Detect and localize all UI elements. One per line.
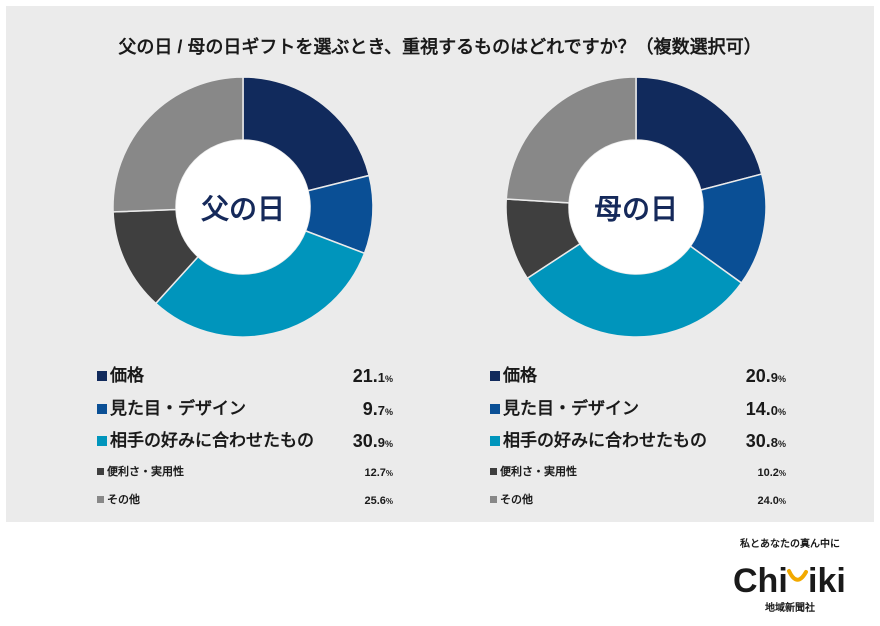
legend-label: その他 <box>500 494 533 506</box>
legend-marker <box>490 496 497 503</box>
legend-value-part: 8 <box>770 435 778 450</box>
legend-marker <box>97 468 104 475</box>
legend-item-recipient-preference: 相手の好みに合わせたもの 30.8% <box>489 429 786 453</box>
legend-value-part: % <box>384 407 393 417</box>
legend-value-part: 0 <box>772 495 779 507</box>
legend-value-part: 7 <box>379 467 386 479</box>
donut-chart-fathers-day: 父の日 <box>112 76 374 338</box>
legend-value: 10.2% <box>757 464 786 482</box>
brand-wordmark-right: iki <box>808 562 846 600</box>
legend-value: 25.6% <box>364 492 393 510</box>
legend-marker <box>97 404 107 414</box>
legend-label: 価格 <box>110 366 144 385</box>
legend-label: 相手の好みに合わせたもの <box>503 431 707 450</box>
legend-value-part: 0 <box>770 403 778 418</box>
legend-label: その他 <box>107 494 140 506</box>
brand-wordmark-left: Chi <box>733 562 788 600</box>
fathers-day-center-label: 父の日 <box>201 194 285 225</box>
legend-label: 便利さ・実用性 <box>107 466 184 478</box>
legend-item-other: その他 25.6% <box>96 492 393 508</box>
brand-company-name: 地域新聞社 <box>765 601 815 614</box>
legend-value-part: % <box>778 497 786 506</box>
brand-logo: 私とあなたの真ん中に Chi iki 地域新聞社 <box>733 537 846 614</box>
legend-value: 21.1% <box>353 364 393 391</box>
chart-title: 父の日 / 母の日ギフトを選ぶとき、重視するものはどれですか？（複数選択可） <box>118 37 762 57</box>
legend-value: 14.0% <box>746 397 786 424</box>
legend-value: 24.0% <box>757 492 786 510</box>
legend-marker <box>97 436 107 446</box>
legend-value-part: 9 <box>770 370 778 385</box>
legend-value-part: 30. <box>745 431 771 451</box>
brand-tagline: 私とあなたの真ん中に <box>739 537 840 550</box>
legend-value-part: 21. <box>352 366 378 386</box>
legend-value-part: % <box>777 374 786 384</box>
legend-value-part: % <box>777 439 786 449</box>
legend-value-part: 1 <box>377 370 385 385</box>
legend-item-price: 価格 21.1% <box>96 364 393 388</box>
legend-item-recipient-preference: 相手の好みに合わせたもの 30.9% <box>96 429 393 453</box>
legend-marker <box>490 371 500 381</box>
legend-marker <box>97 496 104 503</box>
legend-label: 相手の好みに合わせたもの <box>110 431 314 450</box>
legend-marker <box>490 404 500 414</box>
legend-value-part: % <box>384 439 393 449</box>
legend-label: 便利さ・実用性 <box>500 466 577 478</box>
legend-value-part: 14. <box>745 399 771 419</box>
legend-value-part: 9 <box>377 435 385 450</box>
legend-value-part: 30. <box>352 431 378 451</box>
legend-value-part: % <box>385 497 393 506</box>
donut-hole <box>176 140 310 274</box>
legend-item-other: その他 24.0% <box>489 492 786 508</box>
legend-value: 20.9% <box>746 364 786 391</box>
legend-marker <box>97 371 107 381</box>
mothers-day-center-label: 母の日 <box>594 194 678 225</box>
donut-hole <box>569 140 703 274</box>
legend-value-part: 12. <box>364 467 380 479</box>
legend-item-design: 見た目・デザイン 9.7% <box>96 397 393 421</box>
legend-value-part: 24. <box>757 495 773 507</box>
legend-value-part: 10. <box>757 467 773 479</box>
legend-value: 12.7% <box>364 464 393 482</box>
legend-value-part: 2 <box>772 467 779 479</box>
legend-item-design: 見た目・デザイン 14.0% <box>489 397 786 421</box>
legend-value-part: % <box>778 469 786 478</box>
legend-value-part: 6 <box>379 495 386 507</box>
legend-value-part: % <box>384 374 393 384</box>
donut-chart-mothers-day: 母の日 <box>505 76 767 338</box>
legend-value-part: 7 <box>377 403 385 418</box>
legend-value: 30.8% <box>746 429 786 456</box>
legend-label: 見た目・デザイン <box>110 399 246 418</box>
legend-value-part: 9. <box>362 399 378 419</box>
legend-item-practicality: 便利さ・実用性 10.2% <box>489 464 786 480</box>
legend-label: 見た目・デザイン <box>503 399 639 418</box>
legend-value: 30.9% <box>353 429 393 456</box>
brand-smile-swoosh-icon <box>787 569 808 582</box>
legend-marker <box>490 436 500 446</box>
legend-value-part: % <box>777 407 786 417</box>
legend-item-practicality: 便利さ・実用性 12.7% <box>96 464 393 480</box>
legend-value: 9.7% <box>363 397 393 424</box>
legend-item-price: 価格 20.9% <box>489 364 786 388</box>
legend-label: 価格 <box>503 366 537 385</box>
legend-value-part: % <box>385 469 393 478</box>
legend-marker <box>490 468 497 475</box>
legend-value-part: 25. <box>364 495 380 507</box>
legend-value-part: 20. <box>745 366 771 386</box>
